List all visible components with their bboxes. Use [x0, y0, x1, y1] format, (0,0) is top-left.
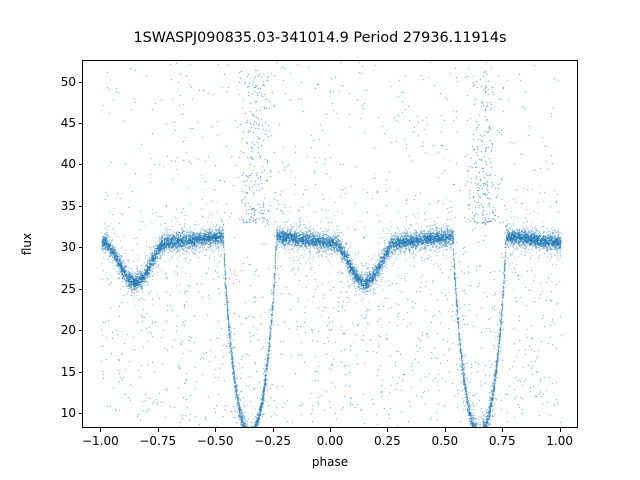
x-tick-label: 1.00 — [546, 434, 573, 448]
y-tick-label: 45 — [60, 115, 76, 130]
x-tick-label: 0.00 — [316, 434, 344, 448]
plot-axes — [82, 60, 578, 428]
x-axis-label: phase — [311, 455, 349, 469]
x-tick-label: −0.75 — [139, 434, 177, 448]
x-tick-mark — [387, 428, 389, 432]
x-tick-mark — [215, 428, 217, 432]
scatter-plot-canvas — [83, 61, 577, 427]
x-tick-mark — [559, 428, 561, 432]
y-tick-mark — [78, 205, 82, 207]
y-tick-label: 40 — [60, 157, 76, 172]
y-tick-mark — [78, 164, 82, 166]
y-tick-mark — [78, 247, 82, 249]
y-tick-label: 20 — [60, 323, 76, 338]
y-tick-label: 35 — [60, 198, 76, 213]
y-tick-label: 10 — [60, 406, 76, 421]
x-tick-mark — [157, 428, 159, 432]
y-tick-label: 30 — [60, 240, 76, 255]
page-title: 1SWASPJ090835.03-341014.9 Period 27936.1… — [133, 30, 507, 46]
x-tick-label: −1.00 — [81, 434, 119, 448]
y-tick-label: 25 — [60, 281, 76, 296]
x-tick-label: −0.50 — [196, 434, 234, 448]
x-tick-mark — [100, 428, 102, 432]
x-tick-mark — [444, 428, 446, 432]
y-tick-mark — [78, 330, 82, 332]
y-tick-mark — [78, 81, 82, 83]
x-tick-label: 0.25 — [374, 434, 401, 448]
x-tick-mark — [502, 428, 504, 432]
y-tick-label: 50 — [60, 74, 76, 89]
y-tick-mark — [78, 288, 82, 290]
x-tick-mark — [272, 428, 274, 432]
x-tick-mark — [330, 428, 331, 432]
x-tick-label: 0.75 — [488, 434, 516, 448]
y-tick-label: 15 — [60, 364, 76, 379]
y-tick-mark — [78, 371, 82, 373]
x-tick-label: −0.25 — [254, 434, 291, 448]
y-tick-mark — [78, 122, 82, 124]
x-tick-label: 0.50 — [431, 434, 459, 448]
y-axis-label: flux — [20, 232, 34, 256]
y-tick-mark — [78, 413, 82, 415]
